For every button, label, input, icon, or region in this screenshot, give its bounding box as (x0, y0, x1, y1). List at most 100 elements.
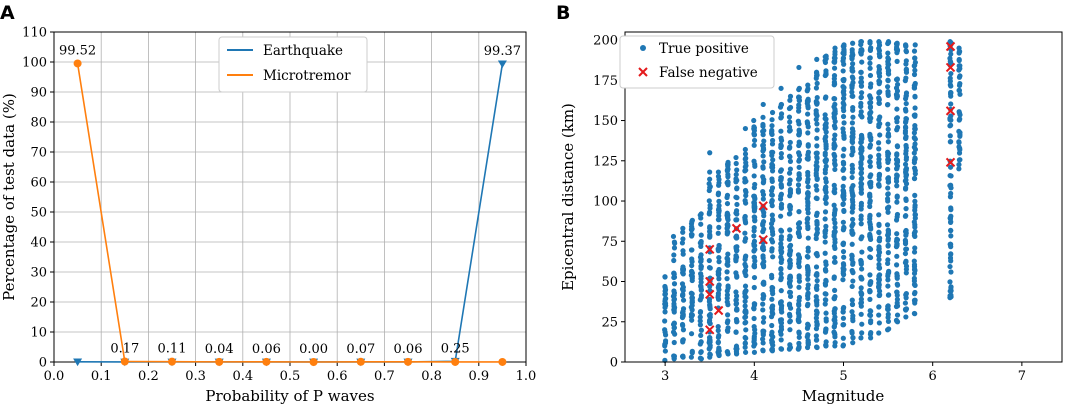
true-positive-point (832, 45, 838, 51)
true-positive-point (885, 235, 891, 242)
true-positive-point (778, 228, 785, 234)
true-positive-point (751, 117, 757, 124)
true-positive-point (902, 186, 909, 192)
true-positive-point (813, 85, 820, 91)
true-positive-point (859, 134, 865, 140)
true-positive-point (841, 266, 847, 273)
true-positive-point (743, 310, 749, 316)
true-positive-point (894, 237, 901, 243)
true-positive-point (715, 173, 722, 179)
true-positive-point (751, 228, 757, 234)
true-positive-point (697, 314, 703, 320)
true-positive-point (912, 224, 918, 230)
true-positive-point (840, 309, 846, 315)
true-positive-point (822, 216, 828, 222)
true-positive-point (787, 305, 794, 311)
true-positive-point (956, 140, 962, 146)
true-positive-point (734, 273, 740, 279)
true-positive-point (733, 160, 739, 167)
true-positive-point (911, 249, 918, 255)
true-positive-point (911, 130, 918, 136)
true-positive-point (823, 129, 829, 135)
true-positive-point (796, 209, 802, 215)
true-positive-point (671, 281, 678, 287)
true-positive-point (814, 337, 820, 343)
true-positive-point (859, 156, 865, 162)
true-positive-point (689, 297, 695, 303)
true-positive-point (885, 101, 891, 108)
true-positive-point (894, 303, 901, 309)
true-positive-point (733, 255, 739, 262)
panel-b-letter: B (556, 2, 570, 24)
true-positive-point (761, 213, 767, 219)
true-positive-point (849, 330, 855, 336)
true-positive-point (751, 349, 758, 355)
true-positive-point (796, 176, 802, 182)
y-tick-label: 30 (30, 266, 47, 281)
true-positive-point (912, 245, 918, 251)
true-positive-point (813, 344, 820, 350)
true-positive-point (716, 245, 722, 252)
true-positive-point (841, 120, 847, 126)
true-positive-point (902, 239, 909, 245)
true-positive-point (858, 166, 865, 172)
true-positive-point (867, 280, 874, 286)
true-positive-point (805, 291, 811, 297)
true-positive-point (796, 297, 802, 304)
true-positive-point (787, 313, 793, 319)
series-line-microtremor (76, 63, 503, 363)
true-positive-point (849, 204, 856, 211)
true-positive-point (742, 344, 748, 350)
panel-a-x-ticks: 0.0 0.1 0.2 0.3 0.4 0.5 0.6 0.7 0.8 0.9 1.0 (44, 362, 536, 384)
true-positive-point (823, 176, 829, 182)
true-positive-point (912, 215, 918, 221)
true-positive-point (876, 221, 882, 227)
true-positive-point (671, 339, 677, 346)
true-positive-point (859, 90, 865, 96)
true-positive-point (671, 353, 678, 359)
true-positive-point (760, 153, 766, 159)
true-positive-point (832, 294, 838, 300)
true-positive-point (742, 218, 749, 225)
true-positive-point (831, 123, 838, 129)
true-positive-point (867, 84, 874, 90)
true-positive-point (715, 339, 721, 345)
true-positive-point (671, 245, 678, 251)
true-positive-point (795, 187, 801, 193)
true-positive-point (733, 154, 739, 161)
true-positive-point (742, 198, 748, 204)
true-positive-point (823, 268, 829, 274)
true-positive-point (867, 289, 873, 295)
microtremor-point (451, 357, 460, 366)
true-positive-point (903, 270, 909, 276)
true-positive-point (733, 171, 739, 178)
true-positive-point (948, 122, 954, 128)
true-positive-point (778, 85, 784, 91)
true-positive-point (742, 261, 748, 267)
true-positive-point (867, 40, 873, 46)
true-positive-point (688, 268, 695, 275)
true-positive-point (787, 289, 794, 296)
true-positive-point (912, 42, 918, 48)
y-tick-label: 0 (610, 356, 618, 371)
true-positive-point (671, 301, 677, 307)
true-positive-point (831, 115, 838, 121)
true-positive-point (662, 287, 669, 293)
true-positive-point (841, 78, 847, 84)
x-tick-label: 0.0 (44, 369, 65, 384)
true-positive-point (813, 116, 819, 123)
true-positive-point (886, 326, 892, 332)
true-positive-point (779, 309, 785, 315)
true-positive-point (850, 75, 856, 81)
true-positive-point (778, 154, 784, 161)
true-positive-point (894, 281, 900, 287)
microtremor-point (262, 357, 271, 366)
true-positive-point (715, 292, 721, 299)
false-negative-point (705, 289, 715, 300)
true-positive-point (832, 306, 838, 312)
true-positive-point (814, 230, 820, 236)
true-positive-point (822, 209, 829, 215)
true-positive-point (859, 234, 865, 240)
true-positive-point (680, 337, 686, 343)
true-positive-point (858, 190, 864, 196)
